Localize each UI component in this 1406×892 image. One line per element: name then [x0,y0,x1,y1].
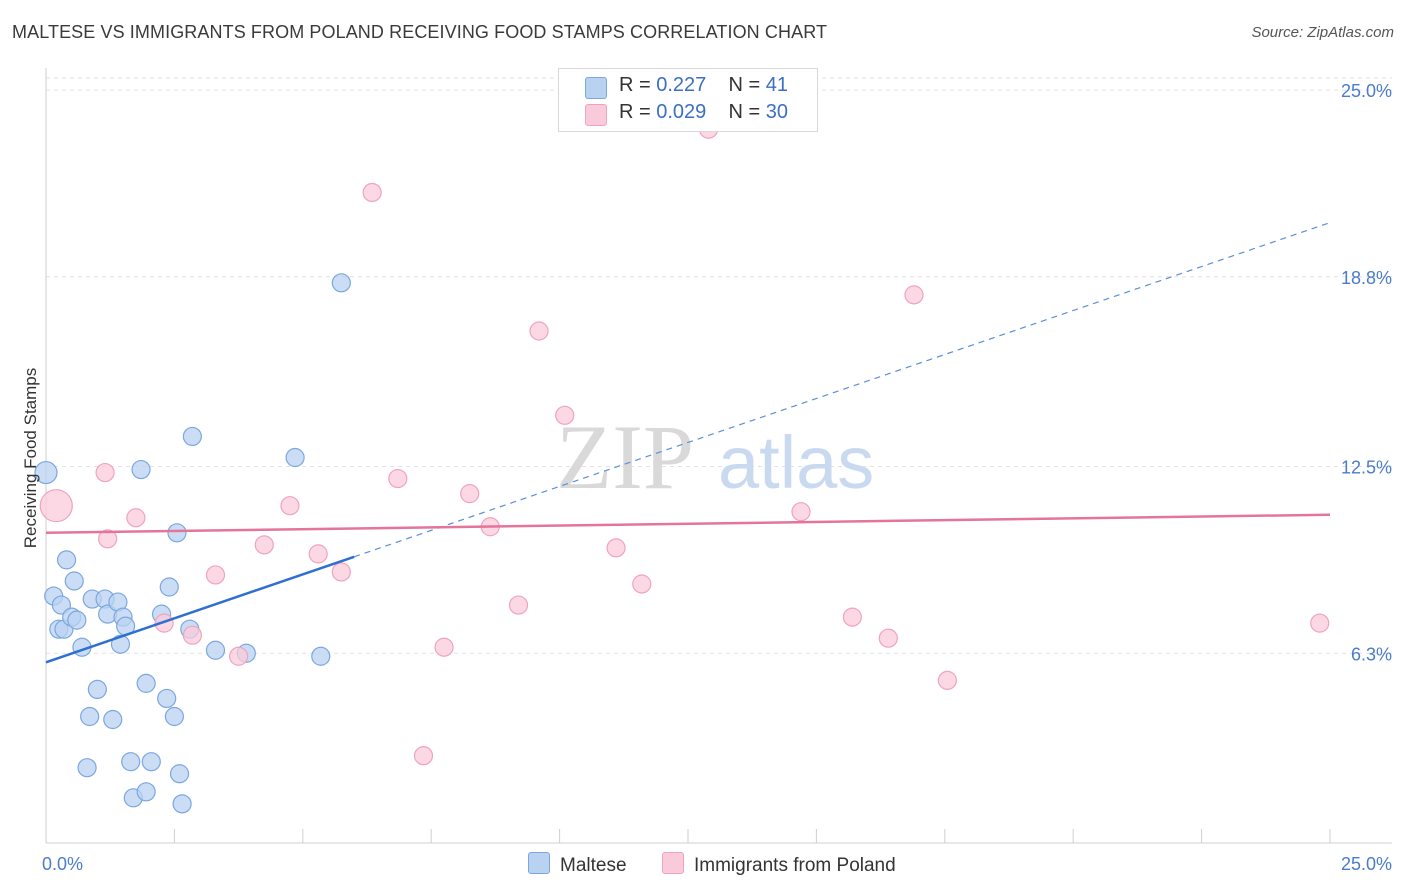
maltese-point [159,577,179,597]
bottom-legend-maltese: Maltese [528,852,627,877]
maltese-point [311,646,331,666]
bottom-legend-label-poland: Immigrants from Poland [694,855,896,876]
poland-point [280,496,300,516]
maltese-point [121,752,141,772]
poland-point [904,285,924,305]
legend-r-value-maltese: 0.227 [656,74,707,96]
maltese-point [141,752,161,772]
poland-point [126,508,146,528]
legend-r-label: R = [619,101,651,123]
maltese-point [285,447,305,468]
data-points [34,119,1330,814]
y-tick-label: 18.8% [1341,268,1392,288]
maltese-point [136,673,156,693]
maltese-point [131,459,151,480]
bottom-legend-poland: Immigrants from Poland [662,852,896,877]
poland-point [606,538,626,558]
axes [45,68,1392,844]
grid-lines [46,77,1392,654]
poland-point [362,182,382,203]
maltese-point [87,679,107,700]
maltese-point [56,550,77,570]
maltese-point [67,610,87,630]
legend-n-value-poland: 30 [765,101,789,123]
maltese-point [77,758,97,778]
y-tick-label: 12.5% [1341,458,1392,478]
x-tick-label-start: 0.0% [42,854,83,874]
poland-point [878,628,898,648]
poland-point [182,625,202,645]
maltese-point [169,764,190,784]
legend-n-value-maltese: 41 [765,74,789,96]
poland-point [460,484,480,504]
poland-point [413,746,434,766]
maltese-point [103,709,123,730]
bottom-legend-label-maltese: Maltese [560,855,627,876]
poland-point [39,489,73,523]
stats-legend: R = 0.227 N = 41 R = 0.029 N = 30 [558,68,818,132]
y-tick-label: 6.3% [1351,644,1392,664]
maltese-point [110,634,131,654]
poland-point [555,405,575,425]
y-tick-label: 25.0% [1341,81,1392,101]
watermark: ZIP atlas [556,406,874,508]
poland-point [434,637,454,657]
maltese-point [182,426,202,447]
legend-swatch-poland [585,104,607,126]
poland-point [529,321,549,341]
bottom-legend-swatch-poland [662,852,684,874]
poland-point [98,529,118,549]
maltese-point [205,640,226,660]
poland-point [95,462,115,483]
poland-point [205,565,226,585]
poland-point [937,670,957,690]
source-label: Source: ZipAtlas.com [1251,24,1394,41]
legend-r-label: R = [619,74,651,96]
maltese-point [157,688,177,709]
y-axis-label: Receiving Food Stamps [21,368,40,548]
watermark-zip: ZIP [556,406,694,508]
legend-swatch-maltese [585,77,607,99]
maltese-point [164,706,184,727]
maltese-trend-dashed [353,222,1331,558]
poland-point [254,535,274,555]
poland-point [791,502,811,522]
chart-title: MALTESE VS IMMIGRANTS FROM POLAND RECEIV… [12,22,828,42]
maltese-point [167,523,187,543]
poland-point [229,646,249,666]
poland-point [632,574,652,594]
maltese-point [64,571,84,591]
legend-n-label: N = [728,74,761,96]
bottom-legend-swatch-maltese [528,852,550,874]
poland-trend-line [45,513,1331,535]
watermark-atlas: atlas [718,421,874,504]
poland-point [842,607,862,627]
maltese-point [331,273,351,293]
maltese-point [172,794,192,814]
poland-point [508,595,529,615]
maltese-point [80,706,100,727]
trend-lines [45,222,1331,664]
poland-point [308,544,328,564]
x-tick-label-end: 25.0% [1341,854,1392,874]
maltese-point [34,460,58,485]
tick-labels: 6.3% 12.5% 18.8% 25.0% 0.0% 25.0% [42,81,1392,874]
maltese-trend-solid [45,555,355,664]
poland-point [388,468,408,489]
poland-point [1310,613,1330,633]
maltese-point [136,782,156,802]
poland-point [331,562,351,582]
legend-r-value-poland: 0.029 [656,101,707,123]
legend-n-label: N = [728,101,761,123]
